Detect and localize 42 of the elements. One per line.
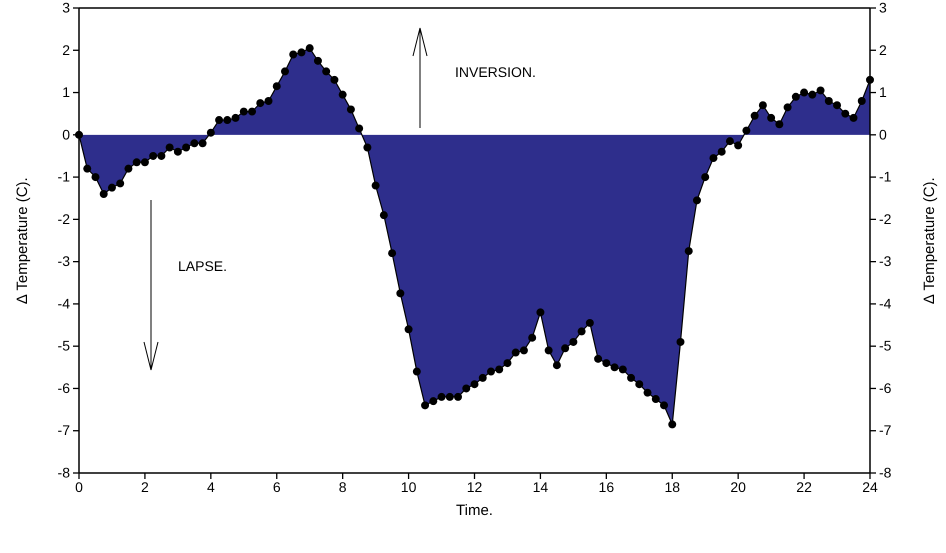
y-tick-label: -2 (58, 210, 70, 227)
x-tick-label: 8 (338, 478, 347, 495)
y2-tick-label: -6 (879, 380, 892, 396)
y-tick-label: 2 (62, 42, 70, 58)
y-tick-label: 1 (62, 84, 70, 100)
x-tick-label: 12 (466, 478, 482, 495)
x-tick-label: 24 (862, 478, 878, 495)
y-tick-label: 3 (62, 0, 70, 16)
annotation: LAPSE. (178, 258, 228, 274)
x-tick-label: 22 (796, 478, 812, 495)
x-tick-label: 10 (400, 478, 417, 495)
x-tick-label: 20 (730, 478, 746, 495)
x-tick-label: 0 (75, 478, 84, 495)
y2-tick-label: -2 (879, 210, 892, 227)
y-tick-label: -8 (58, 464, 70, 480)
y2-axis-title: ∆ Temperature (C). (921, 177, 938, 304)
x-tick-label: 2 (141, 478, 150, 495)
y2-tick-label: -7 (879, 422, 892, 438)
y-tick-label: -4 (58, 295, 70, 312)
x-tick-label: 18 (664, 478, 680, 495)
y-tick-label: -7 (58, 422, 70, 438)
y2-tick-label: -5 (879, 338, 892, 354)
x-tick-label: 16 (598, 478, 614, 495)
x-tick-label: 14 (532, 478, 548, 495)
y-tick-label: -6 (58, 380, 70, 396)
y2-tick-label: 3 (879, 0, 887, 16)
annotation: INVERSION. (455, 64, 536, 80)
y2-tick-label: 0 (879, 126, 887, 142)
y2-tick-label: -1 (879, 168, 892, 185)
x-tick-label: 4 (206, 478, 215, 495)
x-tick-label: 6 (272, 478, 281, 495)
y2-tick-label: 2 (879, 42, 887, 58)
x-axis-title: Time. (456, 502, 493, 519)
y2-tick-label: -8 (879, 464, 892, 480)
y-tick-label: 0 (62, 126, 70, 142)
y2-tick-label: 1 (879, 84, 887, 100)
y2-tick-label: -3 (879, 253, 892, 270)
y-tick-label: -3 (58, 253, 70, 270)
y-tick-label: -5 (58, 338, 70, 354)
y-axis-title: ∆ Temperature (C). (14, 177, 31, 304)
y2-tick-label: -4 (879, 295, 892, 312)
y-tick-label: -1 (58, 168, 70, 185)
